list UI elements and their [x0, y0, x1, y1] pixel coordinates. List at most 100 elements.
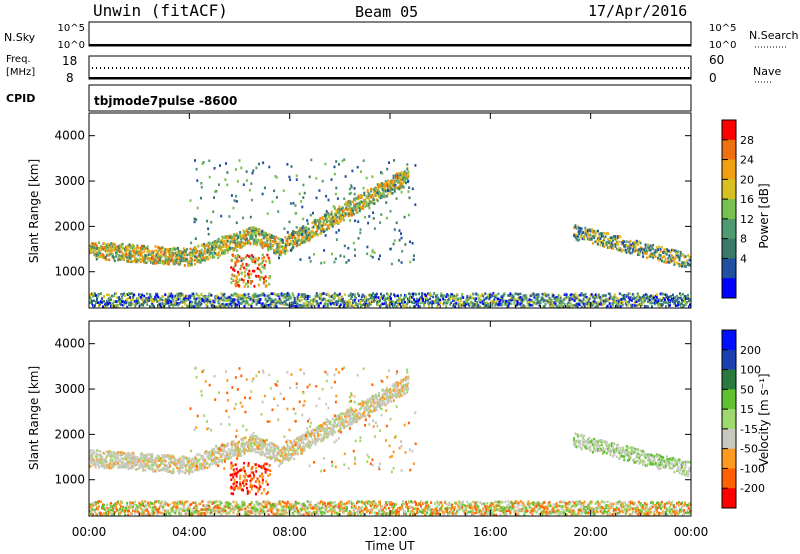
echo-cell: [524, 305, 527, 308]
echo-cell: [97, 295, 99, 298]
echo-cell: [665, 250, 668, 254]
echo-cell: [230, 194, 233, 197]
echo-cell: [358, 203, 361, 206]
velocity-heatmap: [89, 366, 691, 517]
echo-cell: [308, 175, 311, 179]
echo-cell: [589, 229, 592, 233]
echo-cell: [174, 251, 177, 255]
echo-cell: [190, 241, 193, 245]
echo-cell: [493, 293, 496, 297]
echo-cell: [322, 228, 325, 231]
echo-cell: [305, 299, 308, 302]
echo-cell: [285, 298, 288, 302]
echo-cell: [203, 467, 205, 470]
echo-cell: [226, 249, 229, 252]
echo-cell: [181, 464, 184, 468]
echo-cell: [180, 460, 183, 464]
echo-cell: [336, 197, 339, 200]
echo-cell: [217, 256, 220, 260]
echo-cell: [134, 459, 137, 463]
echo-cell: [383, 189, 386, 192]
echo-cell: [399, 185, 402, 188]
echo-cell: [157, 456, 160, 460]
echo-cell: [655, 296, 658, 299]
echo-cell: [97, 301, 99, 304]
echo-cell: [128, 303, 131, 307]
echo-cell: [603, 237, 606, 240]
echo-cell: [361, 200, 363, 204]
echo-cell: [227, 236, 230, 240]
echo-cell: [667, 257, 670, 260]
echo-cell: [222, 302, 225, 306]
echo-cell: [498, 303, 501, 306]
echo-cell: [93, 460, 96, 464]
nsky-label: N.Sky: [4, 31, 36, 44]
echo-cell: [552, 294, 555, 297]
echo-cell: [138, 250, 141, 253]
echo-cell: [194, 258, 196, 262]
echo-cell: [324, 162, 327, 166]
echo-cell: [245, 179, 248, 182]
echo-cell: [358, 209, 361, 213]
echo-cell: [374, 295, 377, 299]
echo-cell: [268, 296, 271, 300]
echo-cell: [213, 256, 216, 259]
echo-cell: [122, 457, 125, 461]
echo-cell: [314, 220, 316, 224]
echo-cell: [390, 186, 393, 189]
echo-cell: [375, 198, 378, 201]
echo-cell: [102, 463, 105, 466]
echo-cell: [236, 283, 238, 287]
echo-cell: [387, 293, 389, 297]
echo-cell: [235, 305, 238, 308]
echo-cell: [674, 250, 677, 254]
echo-cell: [674, 304, 677, 307]
echo-cell: [195, 304, 198, 308]
echo-cell: [625, 249, 628, 252]
echo-cell: [331, 252, 333, 256]
echo-cell: [402, 171, 405, 174]
echo-cell: [120, 256, 123, 260]
echo-cell: [384, 183, 387, 187]
echo-cell: [663, 249, 666, 253]
echo-cell: [111, 459, 114, 462]
echo-cell: [447, 300, 450, 303]
echo-cell: [240, 264, 243, 268]
echo-cell: [279, 253, 282, 257]
echo-cell: [384, 299, 386, 302]
echo-cell: [390, 292, 392, 296]
echo-cell: [674, 256, 677, 260]
echo-cell: [147, 459, 150, 462]
echo-cell: [104, 466, 107, 469]
echo-cell: [152, 468, 155, 471]
echo-cell: [140, 465, 143, 469]
echo-cell: [559, 295, 562, 298]
echo-cell: [190, 459, 193, 463]
echo-cell: [292, 202, 295, 205]
echo-cell: [248, 449, 251, 452]
echo-cell: [580, 232, 583, 236]
echo-cell: [110, 464, 113, 467]
echo-cell: [194, 159, 196, 162]
echo-cell: [301, 233, 303, 236]
echo-cell: [605, 243, 608, 247]
echo-cell: [233, 300, 236, 304]
echo-cell: [210, 251, 213, 255]
echo-cell: [148, 467, 151, 470]
echo-cell: [93, 463, 96, 466]
echo-cell: [653, 251, 656, 255]
echo-cell: [242, 234, 245, 237]
echo-cell: [541, 296, 544, 300]
echo-cell: [236, 298, 239, 302]
echo-cell: [348, 199, 351, 203]
echo-cell: [327, 214, 330, 217]
echo-cell: [389, 180, 392, 183]
echo-cell: [385, 181, 388, 185]
echo-cell: [145, 246, 148, 250]
echo-cell: [535, 293, 538, 297]
echo-cell: [190, 305, 193, 309]
echo-cell: [137, 258, 140, 262]
echo-cell: [144, 454, 147, 458]
echo-cell: [579, 234, 582, 238]
echo-cell: [269, 240, 272, 244]
